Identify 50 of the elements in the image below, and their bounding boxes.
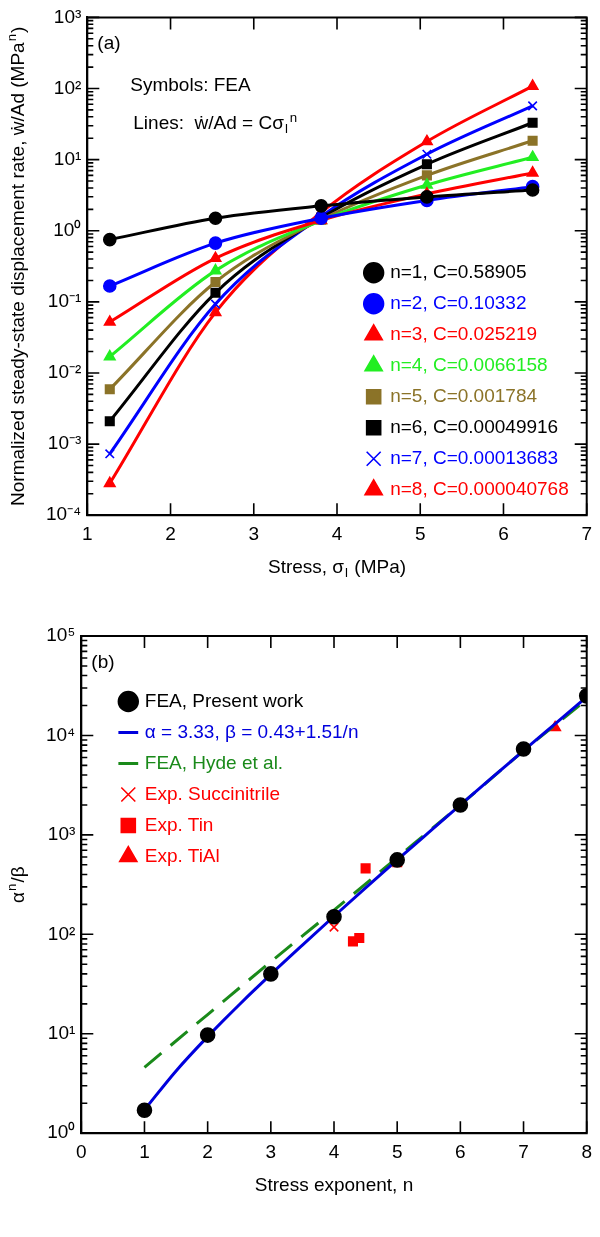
annotation: (a) <box>97 32 121 54</box>
y-tick-label: 10¹ <box>53 147 82 169</box>
annotation: Symbols: FEA <box>130 74 251 96</box>
y-tick-label: 10³ <box>47 823 76 845</box>
annotation: (b) <box>91 651 115 672</box>
x-tick-label: 2 <box>165 522 176 544</box>
y-axis-title: Normalized steady-state displacement rate, ẇ/Ad (MPan) <box>4 26 28 506</box>
y-tick-label: 10¹ <box>47 1021 76 1043</box>
y-tick-label: 10² <box>47 922 76 944</box>
x-tick-label: 5 <box>414 522 426 544</box>
legend-label: Exp. Succinitrile <box>144 782 280 804</box>
y-tick-label: 10⁻⁴ <box>45 503 82 525</box>
x-tick-label: 3 <box>265 1140 277 1162</box>
x-tick-label: 2 <box>202 1140 213 1162</box>
x-tick-label: 1 <box>139 1140 150 1162</box>
legend-label: FEA, Present work <box>144 689 304 711</box>
legend-label: n=2, C=0.10332 <box>390 291 527 313</box>
y-tick-label: 10⁵ <box>46 624 76 646</box>
y-tick-label: 10⁰ <box>47 1121 76 1143</box>
y-tick-label: 10³ <box>53 5 82 27</box>
y-tick-label: 10⁻² <box>47 361 82 383</box>
x-axis-title: Stress exponent, n <box>254 1174 414 1196</box>
x-tick-label: 4 <box>328 1140 340 1162</box>
y-tick-label: 10⁻³ <box>47 432 82 454</box>
y-tick-label: 10⁻¹ <box>47 290 82 312</box>
legend-label: n=6, C=0.00049916 <box>390 415 559 437</box>
legend-label: n=5, C=0.001784 <box>390 384 538 406</box>
x-tick-label: 3 <box>248 522 260 544</box>
x-tick-label: 0 <box>76 1140 87 1162</box>
x-tick-label: 7 <box>518 1140 529 1162</box>
y-axis-title: αn/β <box>4 866 28 903</box>
legend-label: n=8, C=0.000040768 <box>390 477 569 499</box>
x-tick-label: 4 <box>331 522 343 544</box>
x-tick-label: 6 <box>498 522 509 544</box>
legend-label: n=7, C=0.00013683 <box>390 446 559 468</box>
x-tick-label: 6 <box>455 1140 466 1162</box>
legend-label: Exp. TiAl <box>144 844 220 866</box>
y-tick-label: 10⁴ <box>45 723 76 745</box>
y-tick-label: 10⁰ <box>53 218 82 240</box>
legend-label: n=4, C=0.0066158 <box>390 353 548 375</box>
legend-label: α = 3.33, β = 0.43+1.51/n <box>144 720 359 742</box>
x-tick-label: 5 <box>391 1140 403 1162</box>
legend-label: FEA, Hyde et al. <box>144 751 284 773</box>
x-tick-label: 8 <box>581 1140 593 1162</box>
legend-label: n=1, C=0.58905 <box>390 260 527 282</box>
legend-label: n=3, C=0.025219 <box>390 322 538 344</box>
x-tick-label: 7 <box>581 522 593 544</box>
y-tick-label: 10² <box>53 76 82 98</box>
x-tick-label: 1 <box>82 522 93 544</box>
legend-label: Exp. Tin <box>144 813 214 835</box>
